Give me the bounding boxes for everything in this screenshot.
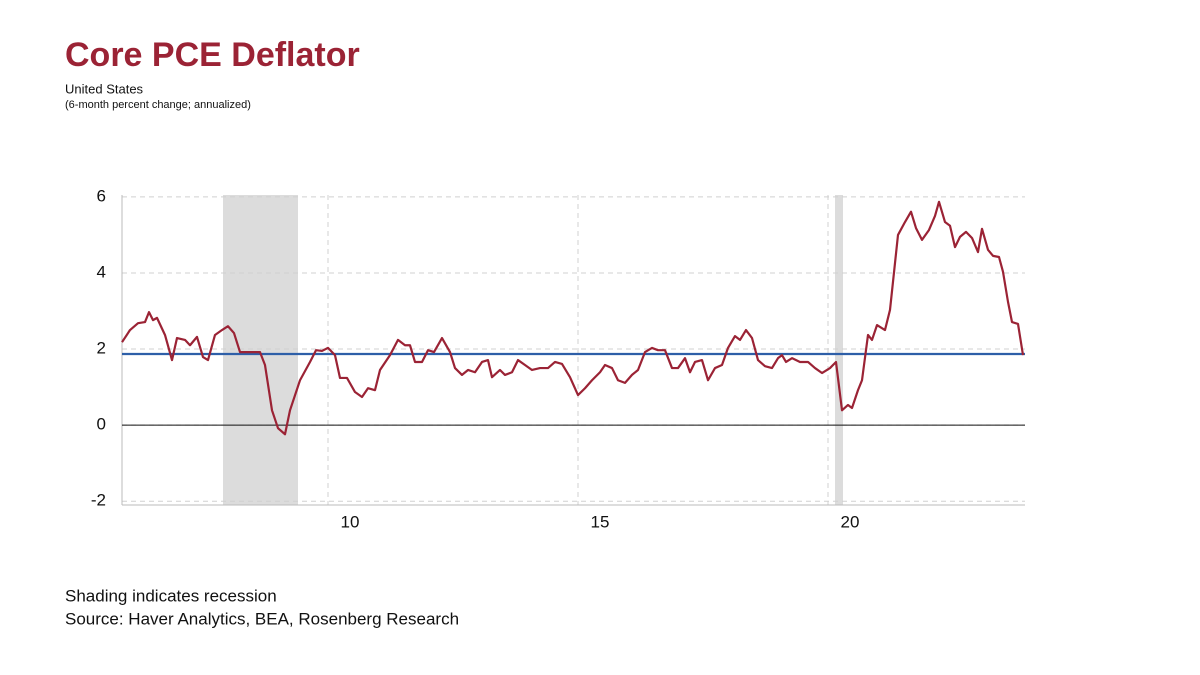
y-tick-label: -2 [91,491,106,510]
x-tick-label: 20 [841,512,860,531]
x-tick-label: 15 [591,512,610,531]
recession-shading [835,195,843,505]
y-tick-label: 2 [97,339,106,358]
chart-title: Core PCE Deflator [65,36,360,74]
y-tick-label: 4 [97,262,106,281]
data-line [121,200,1025,436]
recession-shading [223,195,298,505]
note: (6-month percent change; annualized) [65,99,251,111]
y-tick-label: 6 [97,186,106,205]
footnote: Shading indicates recession [65,586,277,605]
x-tick-label: 10 [341,512,360,531]
y-tick-label: 0 [97,415,106,434]
subtitle: United States [65,81,144,96]
footnote: Source: Haver Analytics, BEA, Rosenberg … [65,609,459,628]
